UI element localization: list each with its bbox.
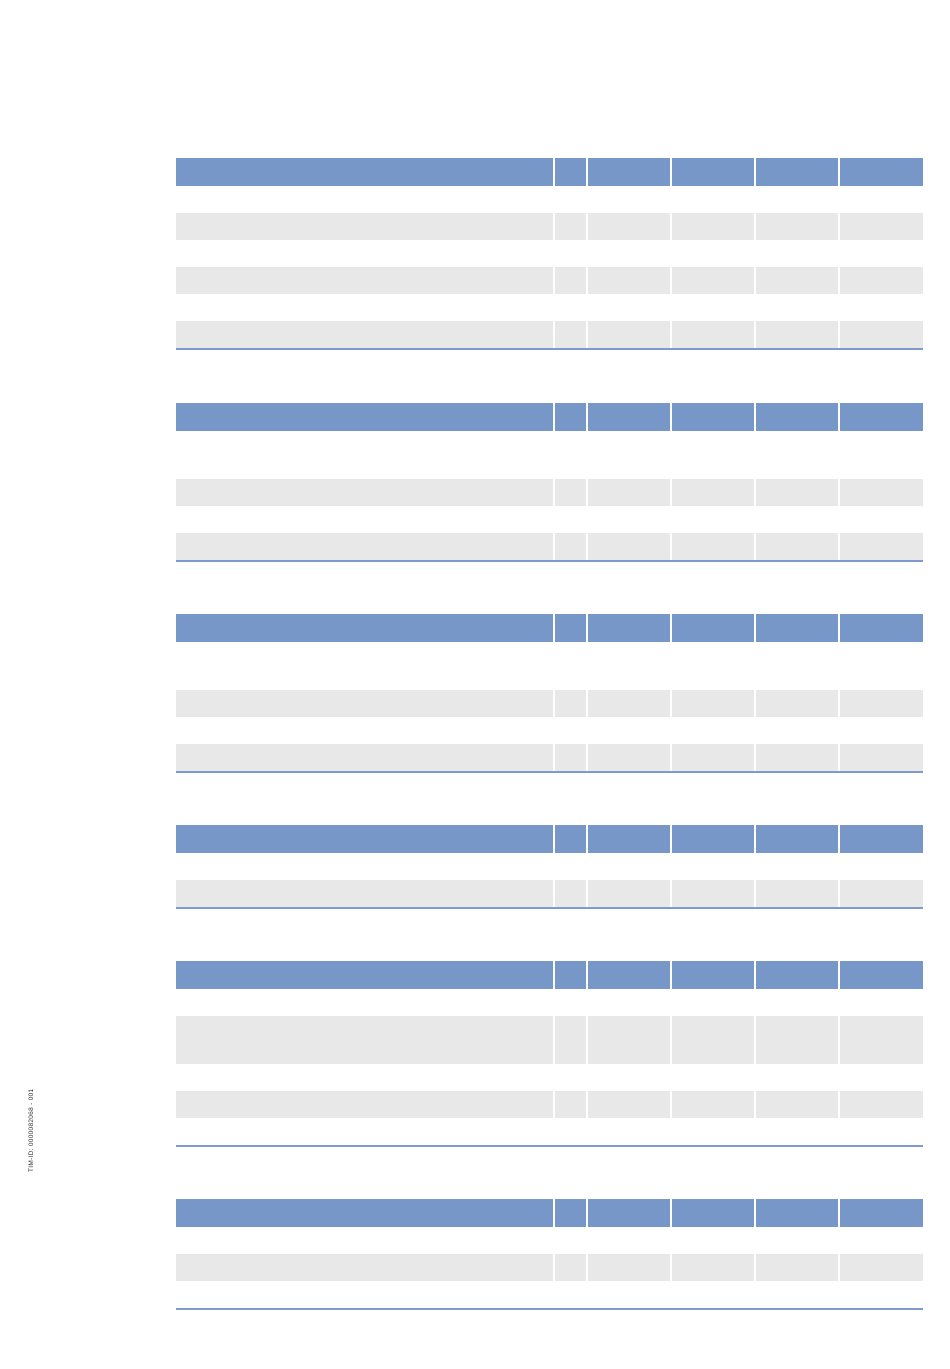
table-row [176, 506, 923, 533]
header-cell [176, 158, 555, 186]
header-cell [672, 961, 756, 989]
table-row [176, 1064, 923, 1091]
header-cell [840, 403, 923, 431]
table-header-row [176, 961, 923, 989]
document-id-label: TIM-ID: 0000082068 - 001 [28, 1088, 35, 1172]
header-cell [840, 158, 923, 186]
table-row [176, 880, 923, 907]
table-row [176, 1118, 923, 1145]
table-3 [176, 614, 923, 773]
table-bottom-rule [176, 1308, 923, 1310]
table-4 [176, 825, 923, 909]
header-cell [672, 1199, 756, 1227]
header-cell [756, 403, 840, 431]
header-cell [672, 158, 756, 186]
table-row [176, 479, 923, 506]
header-cell [555, 158, 588, 186]
header-cell [756, 614, 840, 642]
table-row [176, 989, 923, 1016]
header-cell [555, 403, 588, 431]
table-row [176, 533, 923, 560]
table-row [176, 321, 923, 348]
header-cell [756, 158, 840, 186]
table-bottom-rule [176, 348, 923, 350]
table-header-row [176, 1199, 923, 1227]
header-cell [756, 961, 840, 989]
header-cell [555, 961, 588, 989]
table-5 [176, 961, 923, 1147]
header-cell [672, 614, 756, 642]
header-cell [588, 961, 672, 989]
header-cell [840, 825, 923, 853]
table-2 [176, 403, 923, 562]
header-cell [588, 403, 672, 431]
table-row [176, 744, 923, 771]
header-cell [176, 825, 555, 853]
table-header-row [176, 825, 923, 853]
header-cell [672, 825, 756, 853]
header-cell [588, 158, 672, 186]
header-cell [176, 1199, 555, 1227]
table-row [176, 853, 923, 880]
table-row [176, 267, 923, 294]
table-header-row [176, 403, 923, 431]
table-header-row [176, 614, 923, 642]
table-row [176, 1091, 923, 1118]
table-bottom-rule [176, 560, 923, 562]
header-cell [176, 961, 555, 989]
table-row [176, 690, 923, 717]
table-row [176, 431, 923, 479]
table-row [176, 717, 923, 744]
table-row [176, 213, 923, 240]
header-cell [756, 1199, 840, 1227]
header-cell [176, 403, 555, 431]
header-cell [840, 614, 923, 642]
header-cell [588, 1199, 672, 1227]
header-cell [756, 825, 840, 853]
table-row [176, 186, 923, 213]
table-row [176, 1016, 923, 1064]
table-1 [176, 158, 923, 350]
header-cell [555, 1199, 588, 1227]
table-bottom-rule [176, 771, 923, 773]
header-cell [588, 614, 672, 642]
header-cell [176, 614, 555, 642]
table-row [176, 1281, 923, 1308]
header-cell [588, 825, 672, 853]
table-bottom-rule [176, 907, 923, 909]
table-header-row [176, 158, 923, 186]
header-cell [672, 403, 756, 431]
header-cell [555, 614, 588, 642]
table-row [176, 294, 923, 321]
table-row [176, 1254, 923, 1281]
header-cell [840, 1199, 923, 1227]
header-cell [840, 961, 923, 989]
table-row [176, 1227, 923, 1254]
table-row [176, 642, 923, 690]
table-row [176, 240, 923, 267]
table-6 [176, 1199, 923, 1310]
table-bottom-rule [176, 1145, 923, 1147]
header-cell [555, 825, 588, 853]
